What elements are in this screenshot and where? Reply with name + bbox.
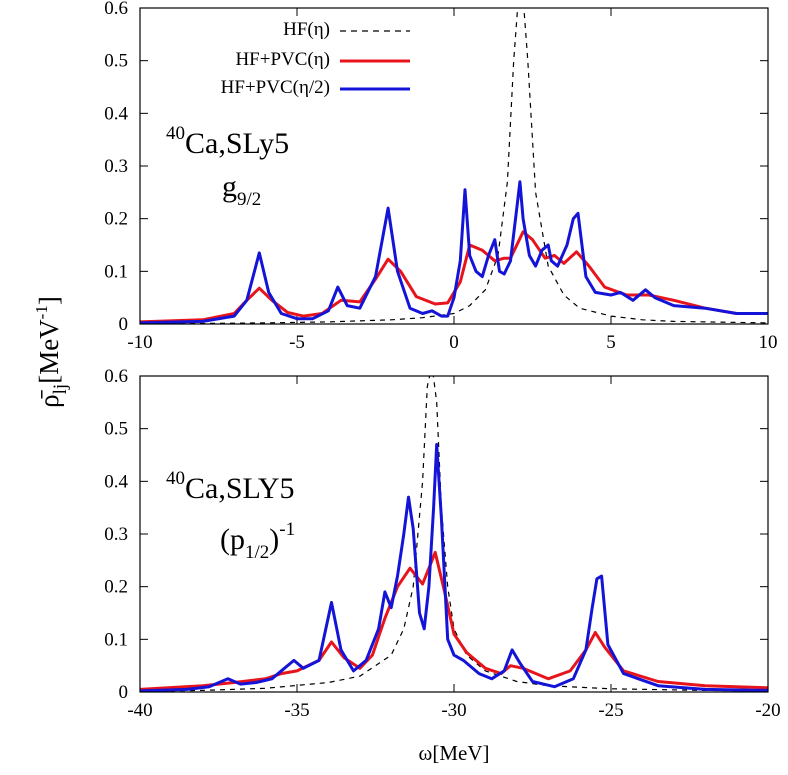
legend-label-pvc: HF+PVC(η) [235, 49, 330, 70]
annotation-orbital-2: (p1/2)-1 [220, 519, 295, 563]
y-tick-label: 0.1 [104, 261, 128, 282]
y-tick-label: 0.4 [104, 103, 128, 124]
x-tick-label: -35 [284, 700, 309, 721]
x-tick-label: 0 [449, 332, 459, 353]
series-line-hf [140, 376, 768, 692]
y-tick-label: 0.2 [104, 209, 128, 230]
x-tick-label: -25 [598, 700, 623, 721]
x-tick-label: -10 [127, 332, 152, 353]
y-tick-label: 0.5 [104, 51, 128, 72]
y-axis-label: ρ̄lj[MeV-1] [32, 296, 71, 408]
x-tick-label: -40 [127, 700, 152, 721]
y-tick-label: 0.5 [104, 419, 128, 440]
series-line-hf [140, 8, 768, 324]
x-tick-label: 10 [759, 332, 778, 353]
legend: HF(η) HF+PVC(η) HF+PVC(η/2) [221, 19, 410, 98]
legend-label-pvc-half: HF+PVC(η/2) [221, 77, 330, 98]
top-plot-frame [139, 7, 769, 325]
y-tick-label: 0.6 [104, 366, 128, 387]
x-tick-label: -5 [289, 332, 305, 353]
series-line-hf-pvc-half [140, 443, 768, 692]
bottom-plot-frame [139, 375, 769, 693]
y-tick-label: 0.1 [104, 629, 128, 650]
y-tick-label: 0.2 [104, 577, 128, 598]
x-tick-label: 5 [606, 332, 616, 353]
bottom-panel: 0 0.1 0.2 0.3 0.4 0.5 0.6 -40 -35 -30 -25 -20 40Ca,… [104, 366, 780, 721]
series-line-hf-pvc [140, 550, 768, 691]
y-tick-label: 0.4 [104, 471, 128, 492]
y-tick-label: 0.6 [104, 0, 128, 19]
y-tick-label: 0.3 [104, 524, 128, 545]
annotation-orbital: g9/2 [222, 170, 261, 210]
y-tick-label: 0 [119, 314, 129, 335]
series-line-hf-pvc [140, 230, 768, 324]
y-tick-label: 0.3 [104, 156, 128, 177]
annotation-nucleus: 40Ca,SLy5 [166, 123, 289, 160]
y-tick-label: 0 [119, 682, 129, 703]
legend-label-hf: HF(η) [283, 19, 330, 40]
x-tick-label: -20 [755, 700, 780, 721]
annotation-nucleus-2: 40Ca,SLY5 [166, 468, 295, 505]
x-tick-label: -30 [441, 700, 466, 721]
x-axis-label: ω[MeV] [419, 741, 490, 765]
series-line-hf-pvc-half [140, 180, 768, 324]
top-panel: 0 0.1 0.2 0.3 0.4 0.5 0.6 -10 -5 0 5 10 HF(η) HF+PV… [104, 0, 777, 353]
